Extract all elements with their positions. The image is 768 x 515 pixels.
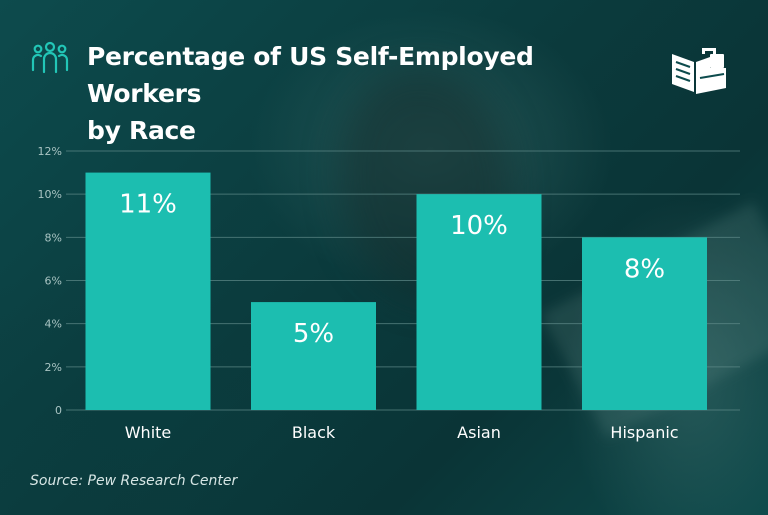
header: Percentage of US Self-Employed Workers b…: [30, 38, 750, 145]
y-tick-label: 12%: [38, 145, 62, 158]
y-tick-label: 0: [55, 404, 62, 417]
x-tick-label: Asian: [457, 423, 501, 442]
bar-value-label: 11%: [119, 190, 177, 220]
x-tick-label: Black: [292, 423, 336, 442]
bar: [416, 194, 542, 410]
people-group-icon: [31, 41, 69, 74]
bar-value-label: 8%: [624, 254, 665, 284]
bar: [582, 237, 707, 410]
bar-value-label: 10%: [450, 211, 508, 241]
y-tick-label: 4%: [45, 318, 62, 331]
y-tick-label: 10%: [38, 188, 62, 201]
bar: [85, 172, 211, 410]
y-tick-label: 2%: [45, 361, 62, 374]
bar-value-label: 5%: [293, 319, 334, 349]
bar: [251, 302, 376, 410]
y-tick-label: 8%: [45, 231, 62, 244]
book-briefcase-logo: [672, 48, 726, 94]
title-line-2: by Race: [87, 116, 196, 145]
page-title: Percentage of US Self-Employed Workers b…: [87, 38, 647, 149]
x-tick-label: White: [125, 423, 172, 442]
y-tick-label: 6%: [45, 275, 62, 288]
x-tick-label: Hispanic: [610, 423, 678, 442]
source-note: Source: Pew Research Center: [30, 473, 238, 489]
title-line-1: Percentage of US Self-Employed Workers: [87, 42, 534, 108]
